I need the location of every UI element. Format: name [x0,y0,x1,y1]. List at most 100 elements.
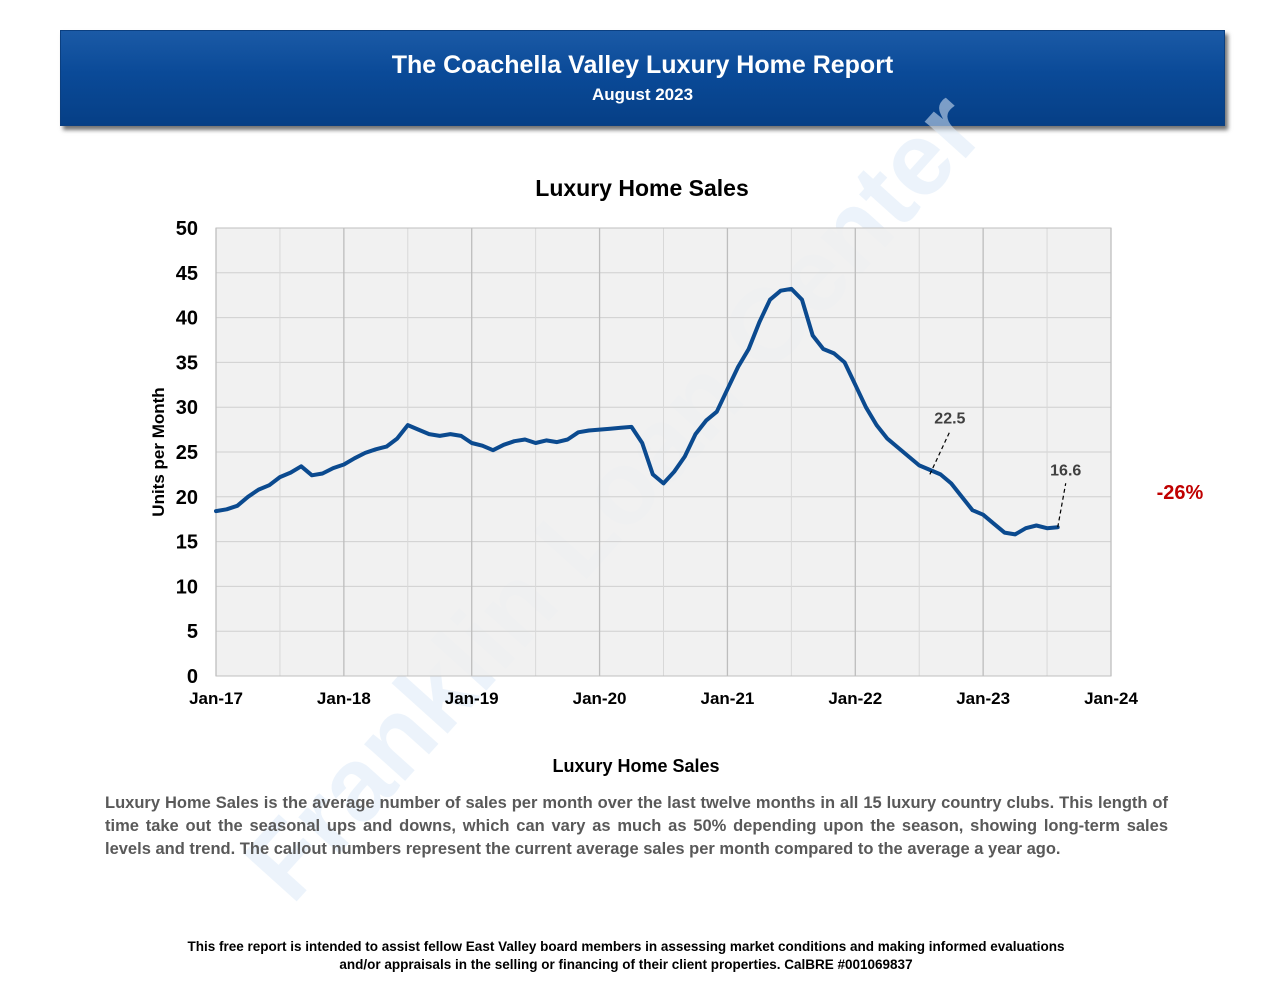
data-point [267,483,271,487]
caption-title: Luxury Home Sales [552,756,720,776]
y-tick-label: 25 [176,442,198,464]
y-tick-label: 50 [176,218,198,240]
data-point [970,508,975,512]
y-tick-label: 0 [187,666,198,688]
data-point [1013,532,1017,537]
data-point [1024,526,1028,530]
data-point [906,454,911,459]
data-point [470,441,474,445]
data-point [651,472,655,476]
data-point [928,468,932,472]
data-point [843,360,847,364]
data-point [288,471,293,475]
data-point [566,437,570,442]
plot-border [215,227,1112,677]
data-point [225,507,229,511]
y-tick-label: 35 [176,352,198,374]
data-point [629,425,634,429]
y-tick-label: 40 [176,308,198,330]
data-point [992,522,996,526]
data-point [416,428,421,432]
data-point [512,439,516,443]
data-point [544,438,548,442]
data-point [555,440,559,444]
data-point [789,287,793,291]
data-point [502,443,506,447]
x-tick-label: Jan-22 [828,689,882,708]
data-point [459,434,463,438]
data-point [576,430,580,434]
data-point [960,495,964,499]
data-point [683,454,687,459]
y-tick-label: 30 [176,397,198,419]
x-tick-label: Jan-24 [1084,689,1138,708]
x-tick-label: Jan-19 [445,689,499,708]
callout-label: 16.6 [1050,462,1081,479]
data-point [725,387,730,391]
data-point [832,351,836,356]
y-tick-label: 45 [176,263,198,285]
data-point [427,432,431,436]
x-tick-label: Jan-21 [700,689,754,708]
data-point [896,445,900,450]
data-point [1002,531,1007,535]
data-point [214,509,218,513]
callout-leader [1057,483,1067,528]
data-point [331,466,335,470]
data-point [885,436,889,441]
data-point [534,441,538,445]
y-tick-label: 10 [176,576,198,598]
data-point [736,365,740,369]
data-point [310,473,314,477]
callout-leader [929,431,951,475]
data-point [800,298,804,302]
data-point [597,428,602,432]
data-point [235,504,239,508]
data-point [821,347,825,351]
report-header-banner: The Coachella Valley Luxury Home Report … [60,30,1225,126]
data-point [523,437,527,442]
data-point [811,333,815,338]
data-point [661,481,666,485]
data-point [864,405,868,409]
data-point [406,423,410,427]
data-point [608,427,612,431]
data-point [257,488,261,492]
data-point [949,481,953,485]
caption-description: Luxury Home Sales is the average number … [105,794,1168,858]
data-point [917,463,921,468]
data-point [704,419,708,423]
data-point [1056,525,1060,529]
data-point [352,456,357,460]
data-point [672,470,676,474]
chart-title: Luxury Home Sales [535,175,748,201]
data-point [757,320,761,324]
data-point [320,471,325,476]
x-tick-label: Jan-18 [317,689,371,708]
footer-line-1: This free report is intended to assist f… [187,939,1065,954]
data-point [363,451,367,455]
data-point [747,347,751,351]
data-point [874,423,879,427]
change-percent: -26% [1157,482,1204,504]
x-tick-label: Jan-23 [956,689,1010,708]
data-point [768,298,772,302]
data-point [395,436,399,441]
data-point [938,472,943,476]
y-axis-label: Units per Month [149,387,168,516]
data-point [779,289,783,293]
data-point [587,428,591,433]
report-footer: This free report is intended to assist f… [0,938,1252,974]
data-point [374,447,378,451]
data-point [342,462,346,467]
data-point [448,432,453,436]
data-point [278,475,282,479]
x-tick-label: Jan-20 [573,689,627,708]
data-point [640,441,644,445]
data-point [853,383,857,387]
data-point [491,448,495,452]
report-title: The Coachella Valley Luxury Home Report [391,51,894,79]
y-tick-label: 15 [176,532,198,554]
y-tick-label: 20 [176,487,198,509]
footer-line-2: and/or appraisals in the selling or fina… [339,957,913,972]
